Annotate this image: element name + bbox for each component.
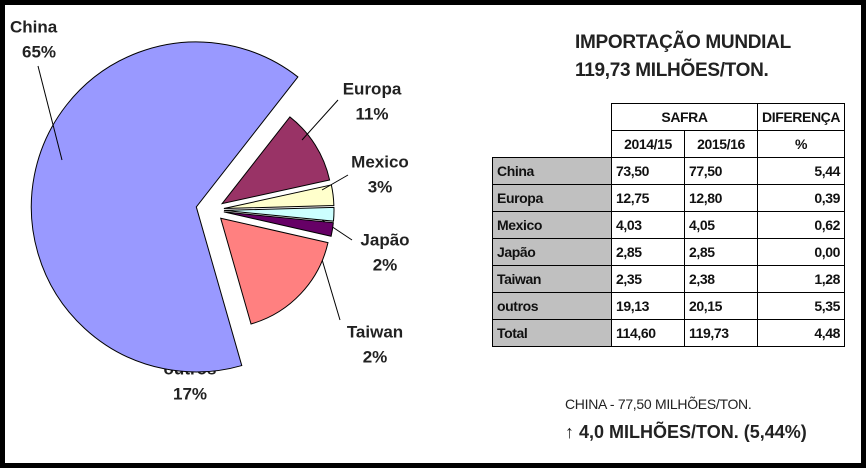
table-row: Taiwan 2,35 2,38 1,28: [492, 265, 846, 293]
cell: 5,35: [756, 292, 846, 320]
slice-value-label: 2%: [363, 347, 388, 366]
slice-label: Europa: [343, 79, 402, 98]
cell: 12,75: [611, 184, 685, 212]
leader-line: [321, 174, 349, 191]
cell: 4,05: [684, 211, 758, 239]
cell: 4,48: [756, 319, 846, 347]
cell: 0,62: [756, 211, 846, 239]
note: CHINA - 77,50 MILHÕES/TON.: [565, 396, 752, 412]
cell: 0,00: [756, 238, 846, 266]
table: SAFRA DIFERENÇA 2014/15 2015/16% China 73,5…: [492, 103, 846, 347]
cell: 114,60: [611, 319, 685, 347]
slice-value-label: 65%: [22, 42, 56, 61]
cell: 2,38: [684, 265, 758, 293]
slice-value-label: 11%: [355, 104, 388, 123]
leader-line: [301, 99, 339, 141]
table-row: Japão 2,85 2,85 0,00: [492, 238, 846, 266]
empty-cell: [493, 104, 612, 131]
cell: 1,28: [756, 265, 846, 293]
header-cell: DIFERENÇA: [756, 103, 846, 131]
cell: 0,39: [756, 184, 846, 212]
cell: 19,13: [611, 292, 685, 320]
slice-label: Japão: [360, 230, 409, 249]
cell: 77,50: [684, 157, 758, 185]
pie-slice: [30, 41, 299, 373]
slice-label: Taiwan: [347, 322, 403, 341]
cell: 2,85: [684, 238, 758, 266]
row-label: China: [492, 157, 612, 185]
cell: 5,44: [756, 157, 846, 185]
cell: 12,80: [684, 184, 758, 212]
pie-slice: [223, 211, 334, 237]
table-row: Mexico 4,03 4,05 0,62: [492, 211, 846, 239]
row-label: Taiwan: [492, 265, 612, 293]
table-row: outros 19,13 20,15 5,35: [492, 292, 846, 320]
table-row: China 73,50 77,50 5,44: [492, 157, 846, 185]
title: IMPORTAÇÃO MUNDIAL: [575, 32, 791, 53]
row-label: Total: [492, 319, 612, 347]
row-label: outros: [492, 292, 612, 320]
slice-value-label: 3%: [368, 177, 393, 196]
cell: 4,03: [611, 211, 685, 239]
header-cell: SAFRA: [611, 103, 758, 131]
header-cell: 2014/15: [611, 130, 685, 158]
cell: 119,73: [684, 319, 758, 347]
row-label: Europa: [492, 184, 612, 212]
slice-value-label: 17%: [173, 384, 207, 403]
title: 119,73 MILHÕES/TON.: [575, 60, 769, 81]
cell: 73,50: [611, 157, 685, 185]
cell: 2,85: [611, 238, 685, 266]
header-cell: %: [756, 130, 846, 158]
note: ↑ 4,0 MILHÕES/TON. (5,44%): [565, 422, 807, 442]
cell: 20,15: [684, 292, 758, 320]
empty-cell: [493, 131, 612, 158]
slice-label: Mexico: [351, 152, 409, 171]
row-label: Mexico: [492, 211, 612, 239]
cell: 2,35: [611, 265, 685, 293]
table-row: Europa 12,75 12,80 0,39: [492, 184, 846, 212]
table-body: China 73,50 77,50 5,44 Europa 12,75 12,80 0,39 M…: [492, 157, 846, 347]
row-label: Japão: [492, 238, 612, 266]
pie-slice: [220, 217, 329, 325]
pie-slice: [223, 206, 335, 222]
table-row: Total 114,60 119,73 4,48: [492, 319, 846, 347]
leader-line: [37, 65, 63, 161]
header-cell: 2015/16: [684, 130, 758, 158]
slice-value-label: 2%: [373, 255, 398, 274]
slice-label: China: [10, 17, 58, 36]
